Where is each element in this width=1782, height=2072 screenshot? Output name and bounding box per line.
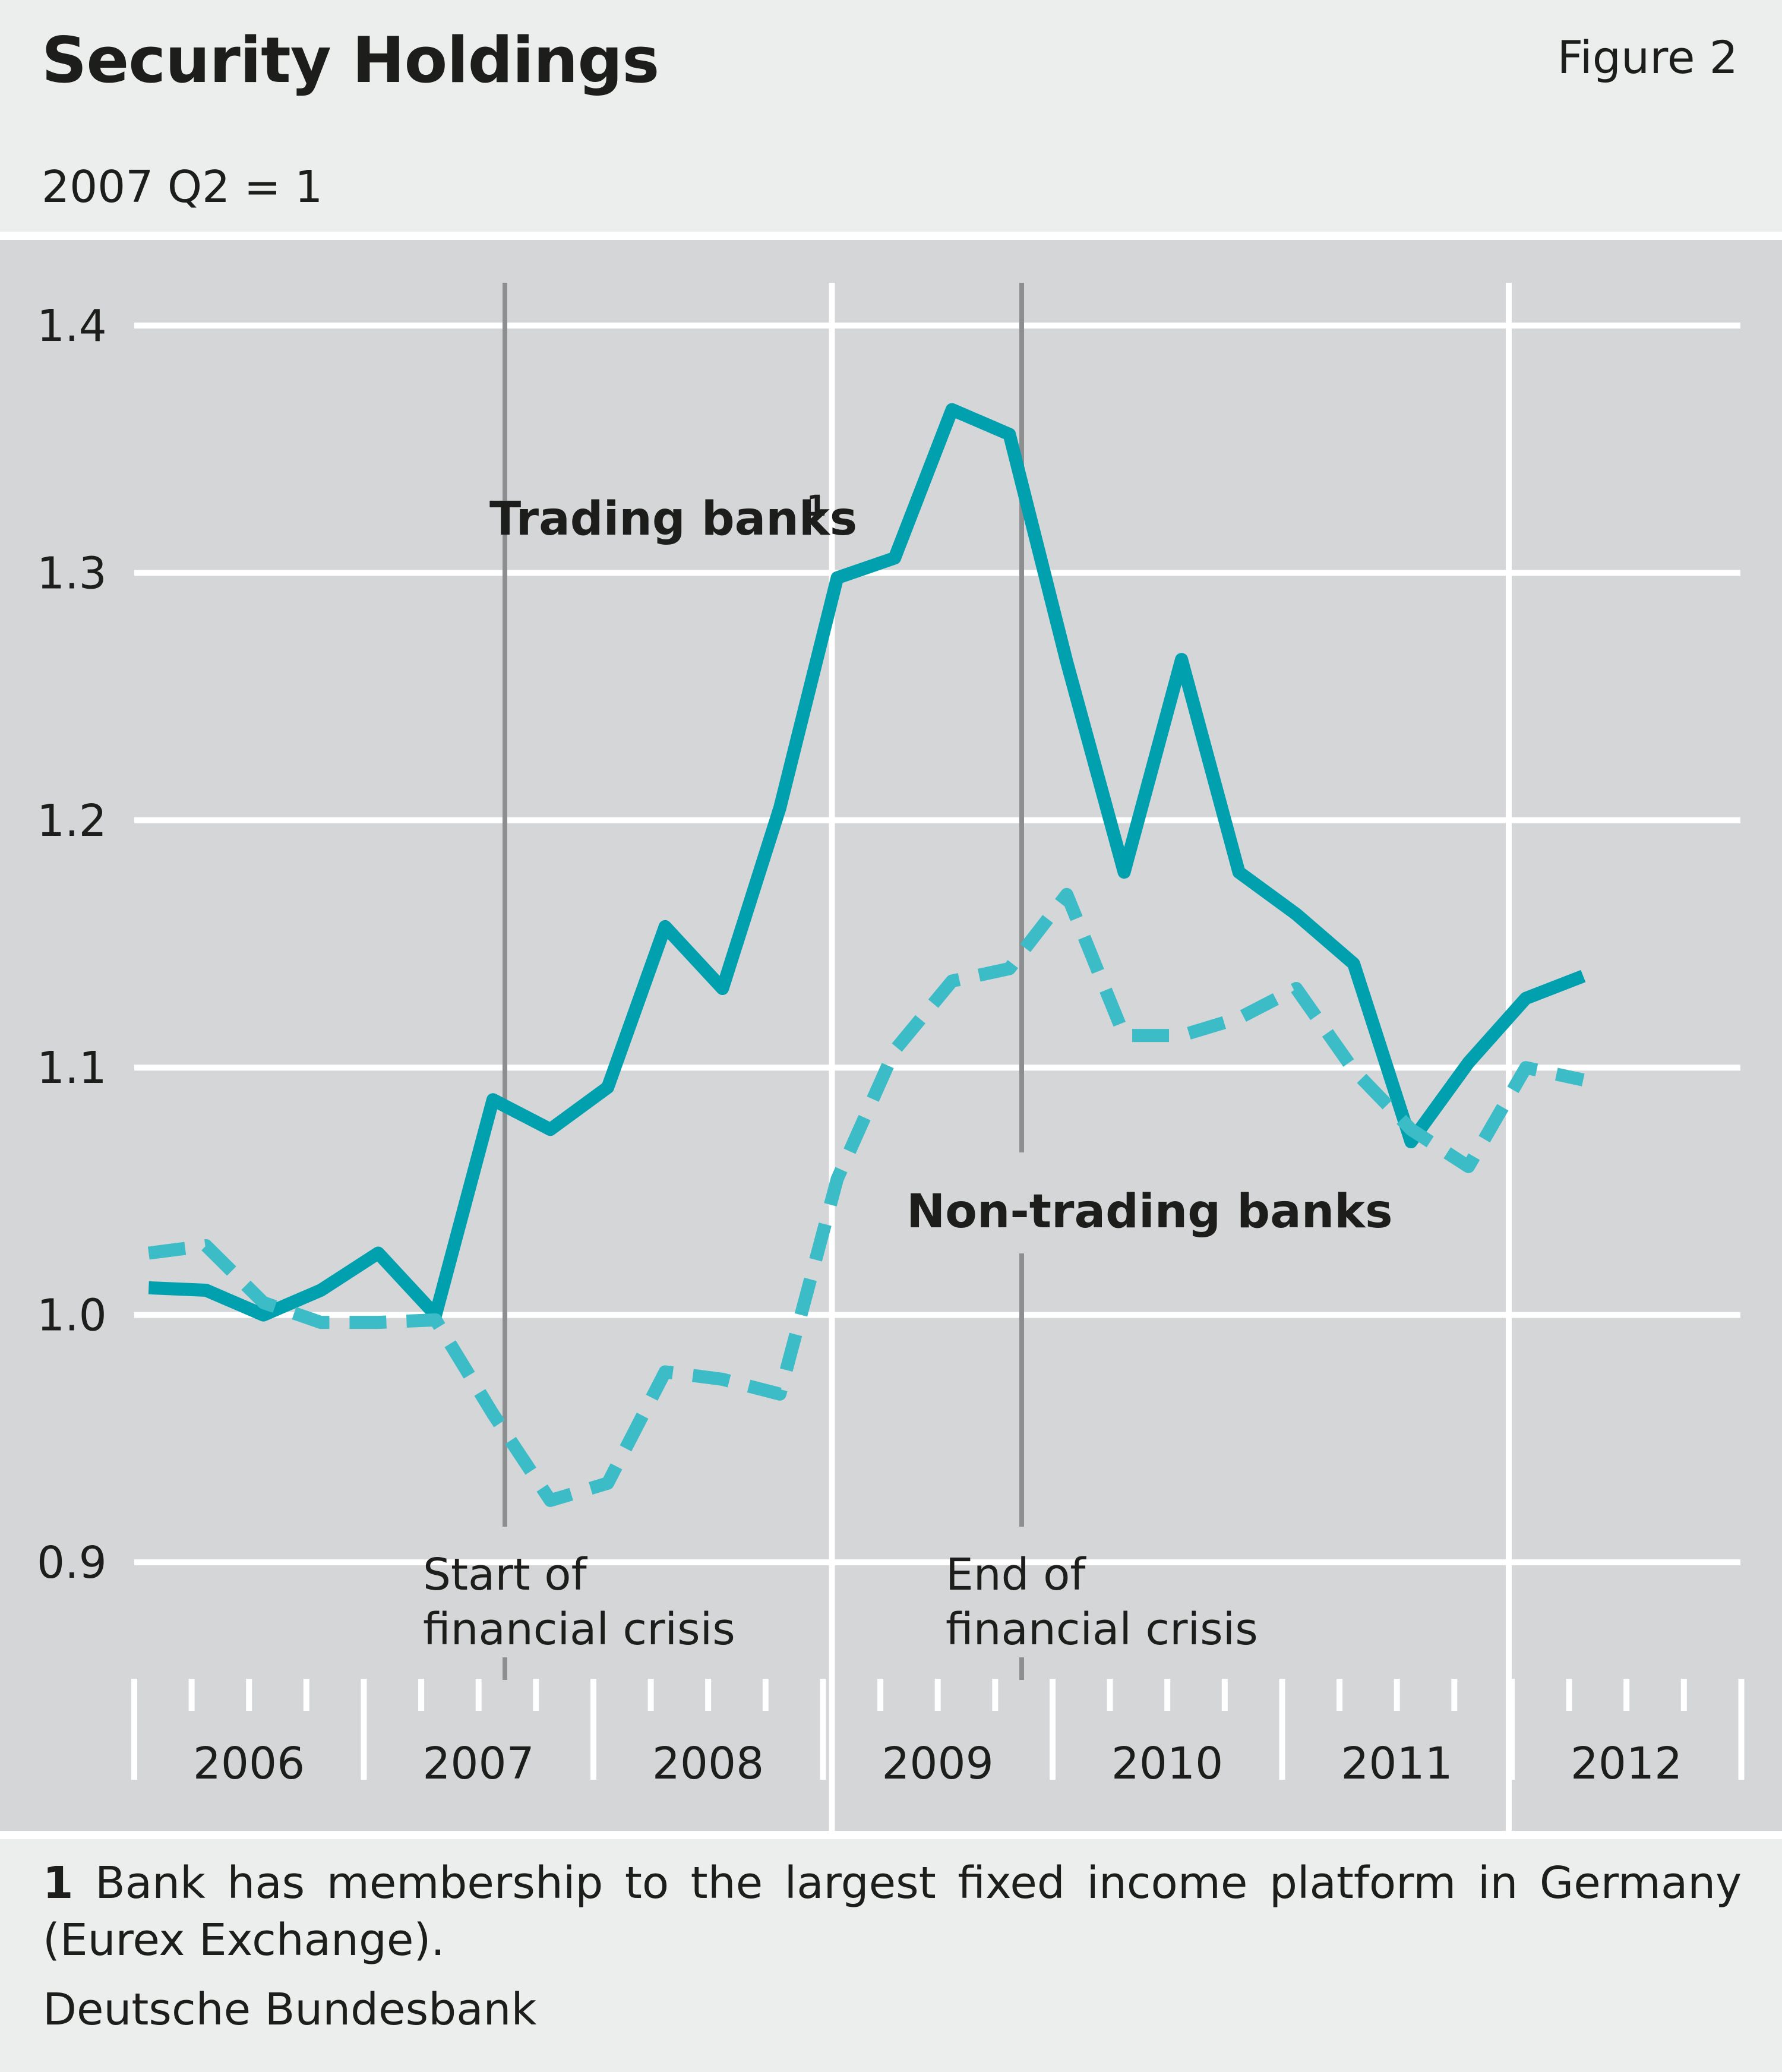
footnote-text: Bank has membership to the largest fixed…	[43, 1858, 1742, 1966]
x-year-label: 2009	[881, 1738, 993, 1789]
source-label: Deutsche Bundesbank	[43, 1984, 537, 2035]
x-year-label: 2006	[193, 1738, 305, 1789]
figure-number-label: Figure 2	[1557, 31, 1738, 84]
y-tick-label: 1.2	[37, 795, 107, 847]
top-separator	[0, 232, 1782, 240]
footnote: 1 Bank has membership to the largest fix…	[43, 1855, 1742, 1969]
x-year-label: 2008	[652, 1738, 764, 1789]
y-tick-label: 0.9	[37, 1537, 107, 1588]
y-tick-label: 1.3	[37, 548, 107, 599]
footnote-number: 1	[43, 1858, 74, 1909]
chart-title: Security Holdings	[42, 24, 659, 97]
y-tick-label: 1.0	[37, 1290, 107, 1341]
plot-background	[0, 240, 1782, 1831]
y-tick-label: 1.4	[37, 301, 107, 352]
x-year-label: 2011	[1341, 1738, 1452, 1789]
y-tick-label: 1.1	[37, 1043, 107, 1094]
series-line-trading	[148, 403, 1586, 1322]
x-year-label: 2012	[1571, 1738, 1682, 1789]
chart-subtitle: 2007 Q2 = 1	[42, 162, 323, 213]
series-label-trading-footnote-marker: 1	[807, 489, 826, 523]
x-year-label: 2010	[1111, 1738, 1223, 1789]
crisis-marker-label-line2: financial crisis	[946, 1604, 1258, 1655]
series-label-trading: Trading banks	[489, 492, 857, 546]
crisis-marker-label-line1: End of	[946, 1549, 1086, 1600]
series-line-non-trading	[147, 887, 1585, 1507]
x-year-label: 2007	[422, 1738, 534, 1789]
series-label-non-trading: Non-trading banks	[906, 1185, 1393, 1239]
bottom-separator	[0, 1831, 1782, 1839]
crisis-marker-label-line2: financial crisis	[423, 1604, 735, 1655]
crisis-marker-label-line1: Start of	[423, 1549, 588, 1600]
